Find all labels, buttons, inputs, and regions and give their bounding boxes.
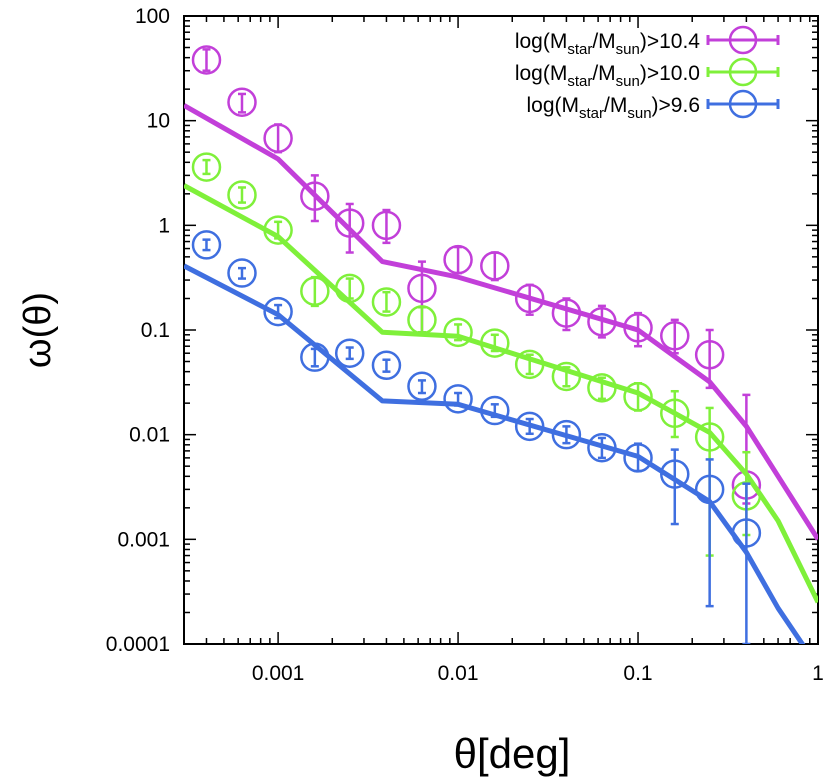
data-point [263,215,293,245]
legend-label: log(Mstar/Msun)>10.4 [515,30,700,58]
data-point [660,398,690,429]
series-layer [184,45,818,644]
legend-label-part: /M [592,62,615,85]
legend-label-subscript: sun [627,105,651,122]
data-point [551,361,582,392]
series-3 [184,230,806,644]
data-point [300,342,330,372]
data-point [263,296,293,327]
x-tick-labels: 0.001 0.01 0.1 1 [252,662,824,685]
x-tick-label: 0.1 [623,662,652,685]
data-point [587,373,617,403]
data-point [694,340,725,370]
data-point [407,273,437,304]
data-point [623,382,653,412]
legend-label-part: )>10.0 [640,62,700,85]
data-point [660,459,690,489]
data-point [587,432,617,463]
data-point [191,230,222,260]
legend-marker [728,25,758,55]
x-axis-title: θ[deg] [454,730,571,777]
data-point [191,152,222,182]
data-point [407,371,437,402]
data-point [334,208,365,238]
data-point [480,395,510,426]
legend-label-part: /M [592,30,615,53]
legend: log(Mstar/Msun)>10.4log(Mstar/Msun)>10.0… [515,25,780,122]
data-point [227,87,257,117]
data-point [694,474,725,505]
model-curve [184,183,818,604]
data-point [191,45,222,75]
data-point [371,350,402,381]
y-tick-label: 0.0001 [106,633,170,656]
series-2 [184,152,818,604]
model-curve [184,103,818,541]
data-point [227,258,257,288]
legend-label-part: log(M [515,62,568,85]
y-tick-label: 0.01 [129,424,170,447]
data-point [300,181,330,211]
data-point [514,283,545,314]
data-point [551,419,582,450]
data-point [694,422,725,452]
legend-label: log(Mstar/Msun)>9.6 [527,94,701,122]
data-point [587,306,617,337]
y-tick-label: 0.001 [117,528,170,551]
legend-label: log(Mstar/Msun)>10.0 [515,62,700,90]
legend-label-subscript: star [567,73,592,90]
y-axis-title: ω(θ) [17,292,59,368]
data-point [407,305,437,335]
data-point [623,313,653,343]
x-tick-label: 0.01 [438,662,479,685]
legend-label-part: log(M [515,30,568,53]
data-point [660,321,690,351]
x-tick-label: 1 [812,662,824,685]
x-tick-label: 0.001 [252,662,305,685]
series-1 [184,45,818,541]
legend-label-subscript: sun [616,73,640,90]
data-point [514,349,545,380]
data-point [334,338,365,368]
legend-label-part: log(M [527,94,580,117]
data-point [371,287,402,317]
data-point [371,210,402,241]
legend-marker [728,57,758,87]
y-tick-labels: 100 10 1 0.1 0.01 0.001 0.0001 [106,5,170,656]
data-point [480,251,510,281]
data-point [731,518,762,548]
legend-label-part: /M [604,94,627,117]
y-tick-label: 10 [147,110,170,133]
legend-marker [728,89,758,119]
data-point [551,298,582,328]
data-point [300,276,330,306]
legend-label-subscript: star [579,105,604,122]
y-tick-label: 100 [135,5,170,28]
data-point [227,180,257,210]
data-point [443,384,473,414]
axis-ticks [183,15,819,645]
legend-label-part: )>10.4 [640,30,700,53]
data-point [623,443,653,473]
data-point [443,317,473,348]
legend-label-part: )>9.6 [652,94,700,117]
y-tick-label: 0.1 [141,319,170,342]
y-tick-label: 1 [158,214,170,237]
data-point [443,244,473,275]
legend-label-subscript: sun [616,41,640,58]
data-point [334,273,365,304]
data-point [514,411,545,442]
data-point [480,328,510,358]
data-point [263,123,293,153]
legend-label-subscript: star [567,41,592,58]
